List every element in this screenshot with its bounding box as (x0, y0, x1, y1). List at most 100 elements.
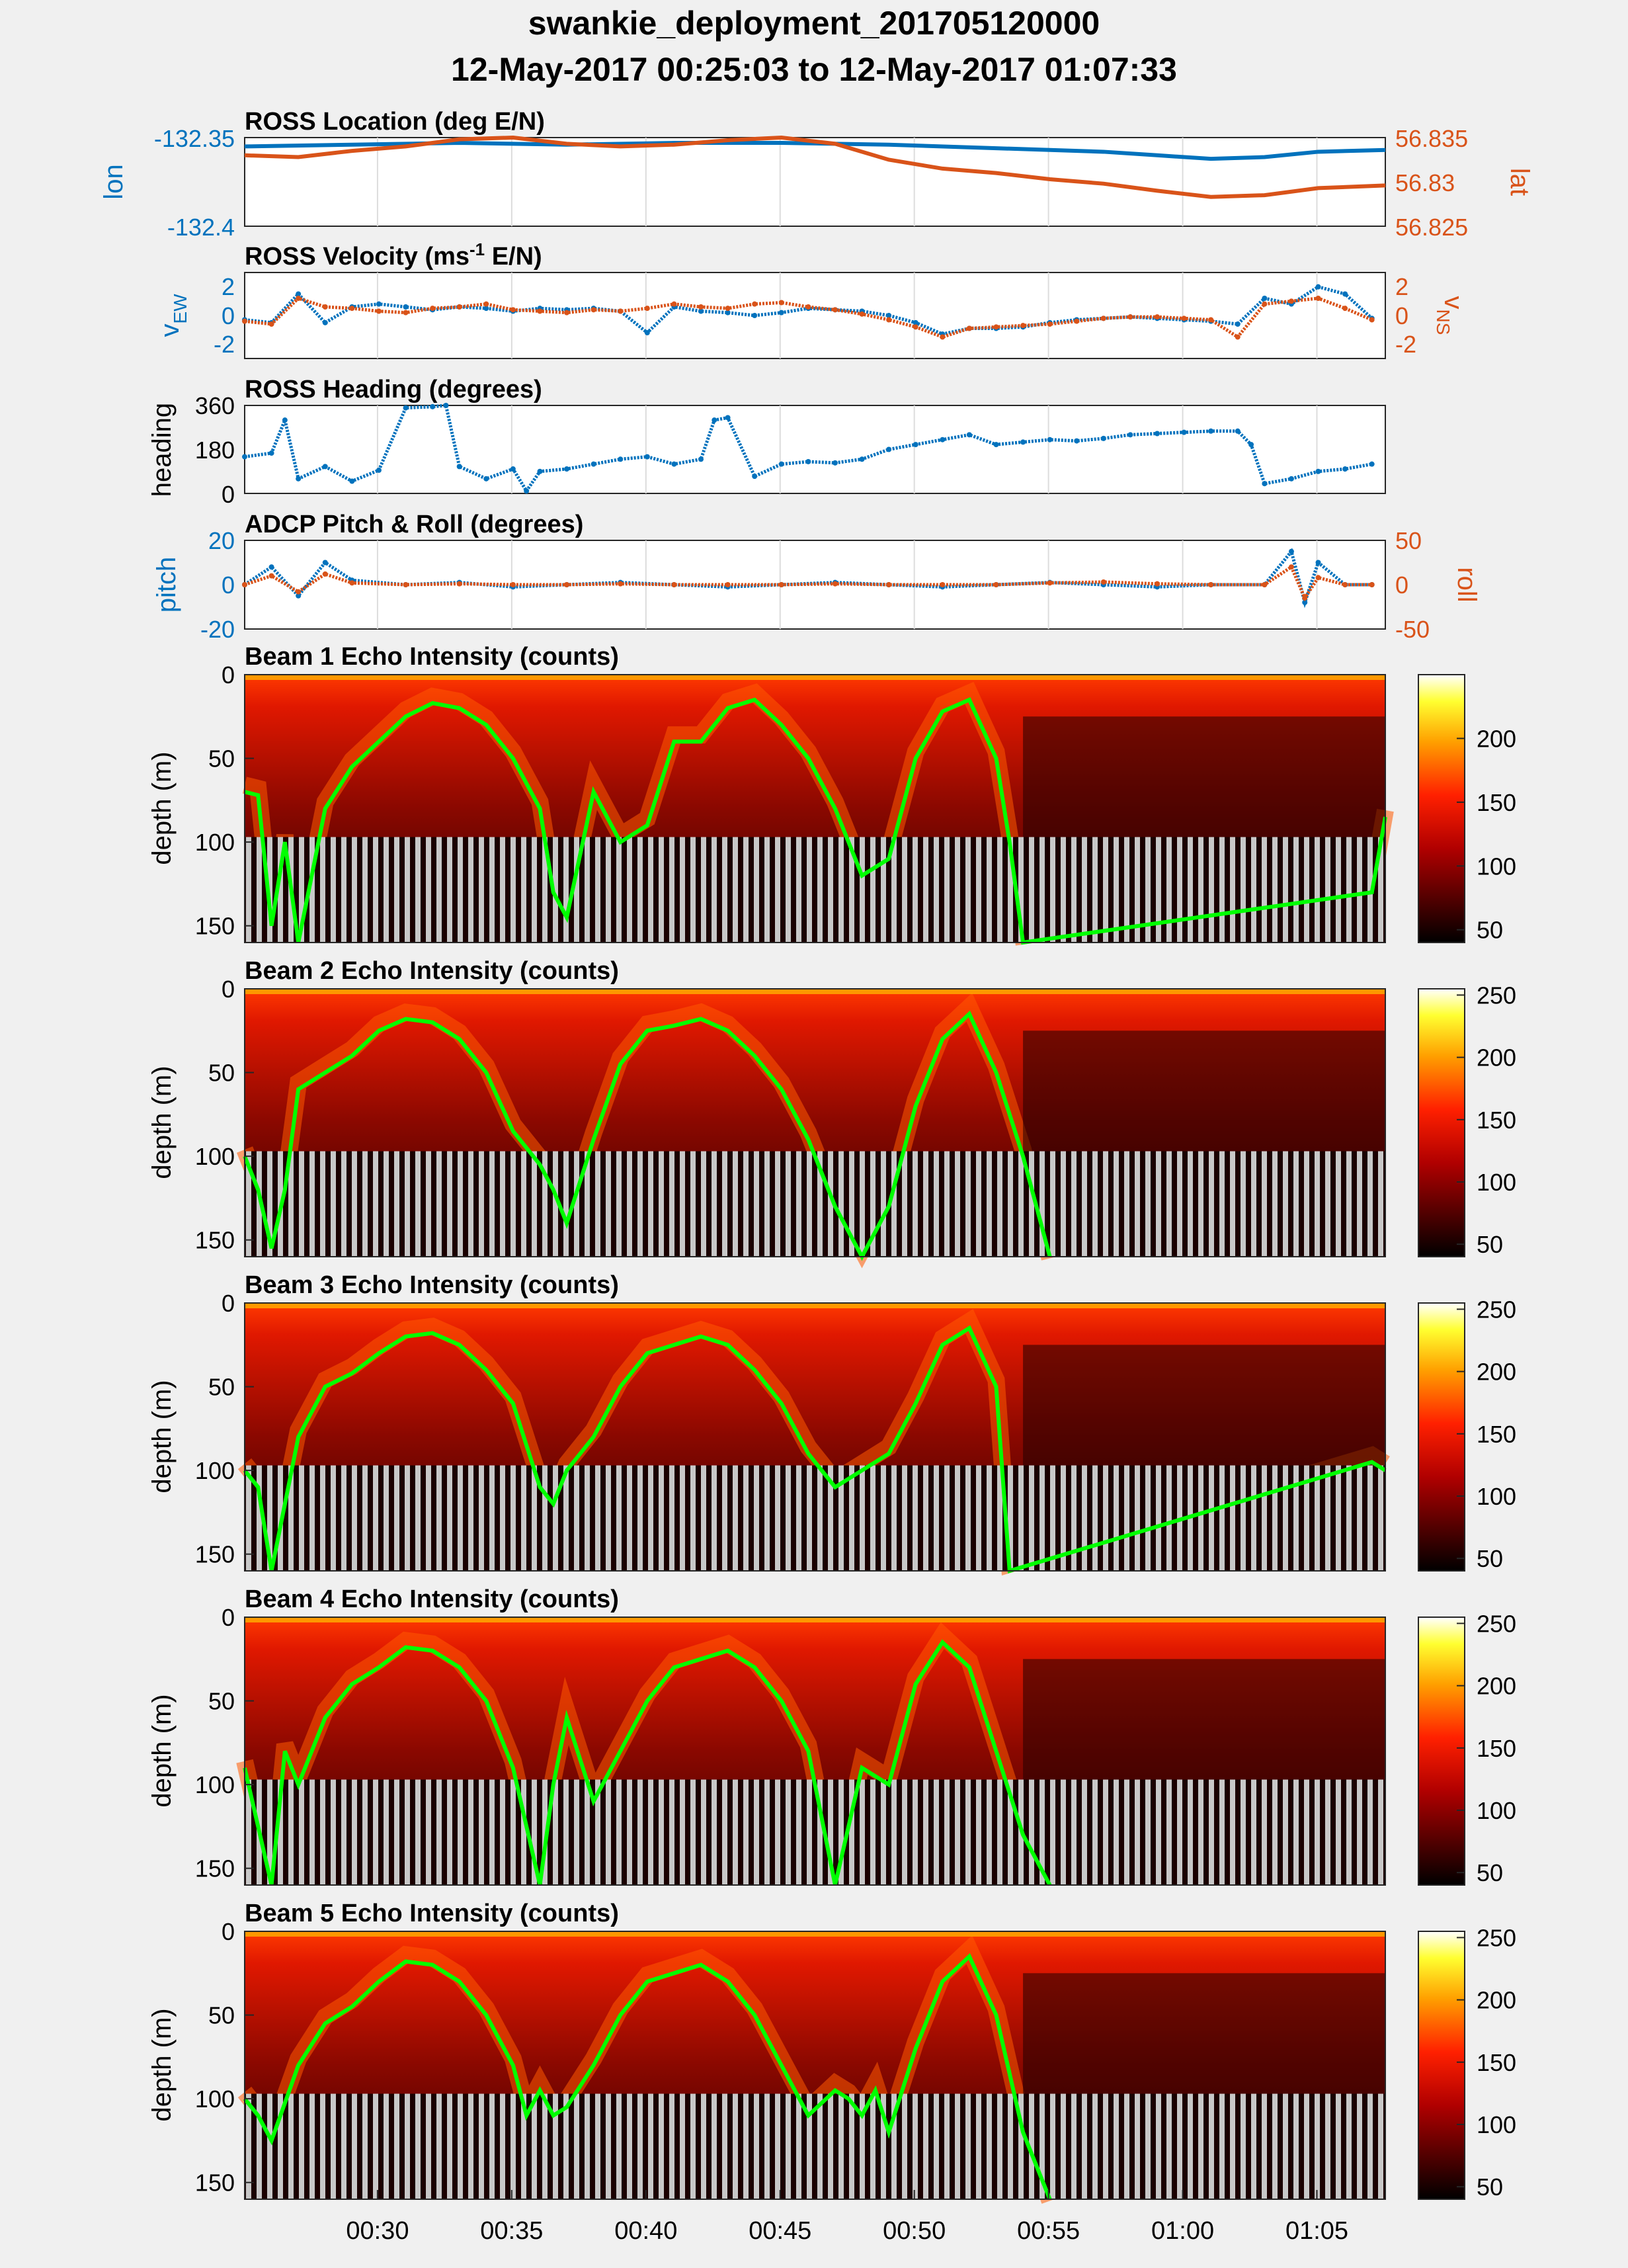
heading-point (886, 446, 892, 452)
velocity-vns-point (1127, 314, 1133, 320)
location-series (244, 135, 1386, 199)
heading-point (778, 461, 784, 467)
beam-4-depth-tick-0: 0 (222, 1604, 235, 1631)
beam-3-title: Beam 3 Echo Intensity (counts) (245, 1271, 619, 1299)
velocity-vns-point (1342, 306, 1348, 312)
roll-point (886, 582, 892, 587)
heading-point (537, 468, 543, 474)
velocity-vns-point (349, 306, 355, 312)
velocity-vew-point (913, 319, 918, 325)
beam-5-low-echo-zone (1023, 1973, 1385, 2099)
beam-5-colorbar-tick-3: 100 (1477, 2111, 1516, 2138)
velocity-vns-point (322, 304, 328, 310)
time-tick-label-6: 01:00 (1151, 2217, 1214, 2245)
beam-4-title: Beam 4 Echo Intensity (counts) (245, 1585, 619, 1613)
heading-ylabel: heading (147, 403, 177, 497)
roll-point (1262, 582, 1268, 587)
time-tick-label-4: 00:50 (883, 2217, 946, 2245)
beam-3-colorbar-tick-1: 200 (1477, 1359, 1516, 1386)
velocity-ylabel-left-sub: EW (170, 294, 190, 324)
pitch-point (322, 560, 328, 566)
beam-3-ylabel: depth (m) (147, 1380, 177, 1493)
velocity-ylabel-right: vNS (1433, 296, 1468, 335)
velocity-vns-point (832, 307, 838, 313)
velocity-vns-point (242, 318, 247, 324)
velocity-panel: ROSS Velocity (ms-1 E/N) vEW vNS 2 0 -2 … (155, 239, 1468, 359)
beam-3-masked-region (245, 1465, 1385, 1571)
beam-3-panel: Beam 3 Echo Intensity (counts) depth (m)… (147, 1271, 1516, 1575)
beam-1-depth-tick-3: 150 (195, 913, 235, 940)
velocity-vew-point (778, 310, 784, 315)
velocity-vns-point (966, 325, 972, 331)
beam-2-surface-row (245, 989, 1385, 994)
velocity-vew-point (644, 330, 650, 335)
beam-1-axes-box (244, 674, 1386, 943)
heading-point (1315, 468, 1321, 474)
velocity-vns-point (1100, 315, 1106, 321)
beam-3-colorbar-tick-0: 250 (1477, 1296, 1516, 1323)
beam-3-axes-box (244, 1302, 1386, 1572)
beam-5-title: Beam 5 Echo Intensity (counts) (245, 1900, 619, 1927)
heading-point (1181, 429, 1187, 435)
beam-3-depth-tick-3: 150 (195, 1541, 235, 1568)
velocity-vns-point (1235, 334, 1241, 340)
velocity-grid (376, 273, 1318, 358)
heading-point (712, 417, 717, 423)
beam-4-axes-box (244, 1617, 1386, 1886)
heading-point (430, 403, 436, 409)
pitch-point (268, 564, 274, 570)
beam-1-colorbar-tick-3: 50 (1477, 917, 1503, 944)
velocity-vns-point (564, 310, 570, 315)
velocity-vns-point (1020, 323, 1026, 329)
velocity-vns-point (886, 317, 892, 323)
velocity-vns-point (618, 308, 624, 314)
beam-2-depth-tick-1: 50 (208, 1060, 235, 1087)
heading-point (483, 476, 489, 482)
roll-point (296, 589, 302, 595)
velocity-right-tick-2: -2 (1395, 331, 1416, 358)
beam-2-low-echo-zone (1023, 1030, 1385, 1157)
heading-point (1369, 461, 1375, 467)
pitch-trace (243, 548, 1372, 609)
velocity-vew-point (1262, 296, 1268, 301)
pitchroll-right-tick-2: -50 (1395, 616, 1430, 643)
heading-point (403, 405, 409, 411)
pitch-point (1288, 548, 1294, 554)
heading-point (1208, 428, 1214, 434)
beam-4-seabed-trace (243, 1639, 1052, 1886)
velocity-vns-point (456, 304, 462, 310)
roll-point (832, 581, 838, 587)
beam-1-low-echo-zone (1023, 716, 1385, 843)
velocity-ylabel-left: vEW (155, 294, 190, 337)
pitchroll-left-tick-2: -20 (200, 616, 235, 643)
location-right-tick-1: 56.83 (1395, 169, 1455, 196)
roll-point (1208, 582, 1214, 587)
beam-4-masked-region (245, 1779, 1385, 1885)
beam-1-depth-tick-2: 100 (195, 829, 235, 856)
heading-point (376, 467, 382, 473)
beam-1-colorbar-tick-1: 150 (1477, 789, 1516, 816)
roll-point (671, 582, 677, 587)
beam-5-colorbar-tick-4: 50 (1477, 2173, 1503, 2201)
beam-1-colorbar-tick-2: 100 (1477, 853, 1516, 880)
velocity-vns-point (376, 308, 382, 314)
heading-point (1020, 439, 1026, 445)
velocity-vns-point (1369, 317, 1375, 323)
roll-point (1288, 564, 1294, 570)
velocity-ylabel-right-main: v (1439, 296, 1468, 310)
beam-3-depth-tick-1: 50 (208, 1374, 235, 1401)
beam-2-title: Beam 2 Echo Intensity (counts) (245, 957, 619, 985)
beam-2-ylabel: depth (m) (147, 1066, 177, 1179)
heading-point (1342, 466, 1348, 472)
location-right-tick-0: 56.835 (1395, 125, 1468, 152)
beam-2-depth-tick-3: 150 (195, 1227, 235, 1254)
heading-point (698, 456, 704, 462)
beam-1-depth-tick-1: 50 (208, 745, 235, 773)
roll-point (564, 582, 570, 587)
heading-point (443, 403, 449, 408)
velocity-vew-point (403, 304, 409, 310)
beam-1-colorbar-tick-0: 200 (1477, 725, 1516, 752)
location-grid (376, 138, 1318, 226)
beam-4-colorbar (1418, 1617, 1465, 1886)
velocity-vns-point (940, 334, 946, 340)
